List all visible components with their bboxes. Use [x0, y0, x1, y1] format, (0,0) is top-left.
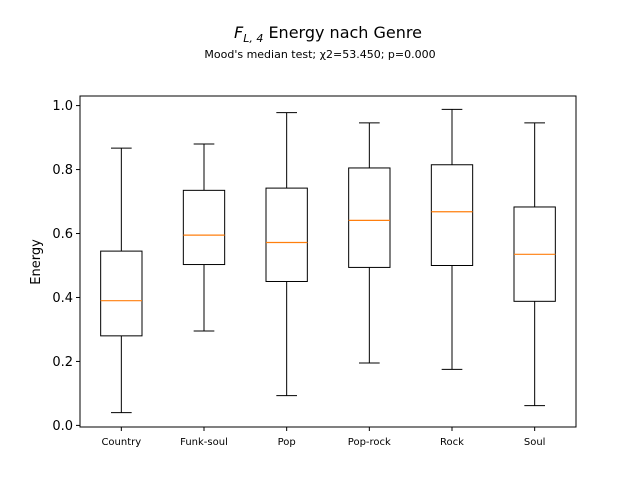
x-tick-label: Soul — [524, 437, 546, 448]
y-tick-label: 0.0 — [52, 419, 73, 434]
box-country — [100, 147, 143, 414]
iqr-box — [100, 250, 143, 337]
x-tick-label: Funk-soul — [180, 437, 228, 448]
chart-subtitle: Mood's median test; χ2=53.450; p=0.000 — [204, 48, 435, 61]
iqr-box — [265, 187, 308, 282]
box-soul — [513, 122, 556, 407]
iqr-box — [348, 167, 391, 268]
y-axis-label: Energy — [29, 239, 44, 285]
box-funk-soul — [182, 143, 226, 332]
box-pop — [265, 112, 308, 397]
x-tick-label: Pop-rock — [348, 437, 391, 448]
x-tick-label: Pop — [278, 437, 296, 448]
iqr-box — [430, 164, 474, 266]
y-tick-label: 0.6 — [52, 227, 73, 242]
plot-frame — [79, 95, 577, 428]
y-tick-label: 0.8 — [52, 163, 73, 178]
y-tick-label: 0.2 — [52, 355, 73, 370]
iqr-box — [182, 189, 226, 266]
plot-area: 0.0 0.2 0.4 0.6 0.8 1.0 Country Funk-soul Pop Pop… — [52, 99, 556, 448]
x-tick-label: Country — [101, 437, 141, 448]
box-rock — [430, 108, 474, 370]
y-tick-label: 0.4 — [52, 291, 73, 306]
chart-title: FL, 4 Energy nach Genre — [234, 23, 422, 45]
x-tick-label: Rock — [440, 437, 464, 448]
box-pop-rock — [348, 122, 391, 364]
y-tick-label: 1.0 — [52, 99, 73, 114]
